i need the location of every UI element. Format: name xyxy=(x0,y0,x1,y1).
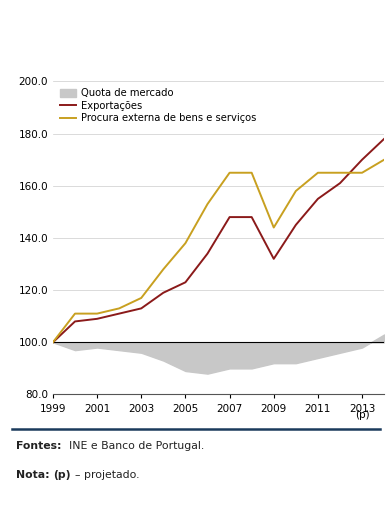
Text: 1999=100: 1999=100 xyxy=(16,48,83,61)
Text: Fontes:: Fontes: xyxy=(16,441,61,451)
Text: Nota:: Nota: xyxy=(16,470,49,480)
Text: (p): (p) xyxy=(355,410,369,420)
Text: (p): (p) xyxy=(53,470,71,480)
Text: INE e Banco de Portugal.: INE e Banco de Portugal. xyxy=(69,441,204,451)
Legend: Quota de mercado, Exportações, Procura externa de bens e serviços: Quota de mercado, Exportações, Procura e… xyxy=(58,87,258,125)
Text: ÍNDICE: ÍNDICE xyxy=(270,13,304,23)
Text: |: | xyxy=(256,12,269,24)
Text: – projetado.: – projetado. xyxy=(75,470,140,480)
Text: EXPORTAÇÕES E PROCURA EXTERNA: EXPORTAÇÕES E PROCURA EXTERNA xyxy=(16,11,277,25)
